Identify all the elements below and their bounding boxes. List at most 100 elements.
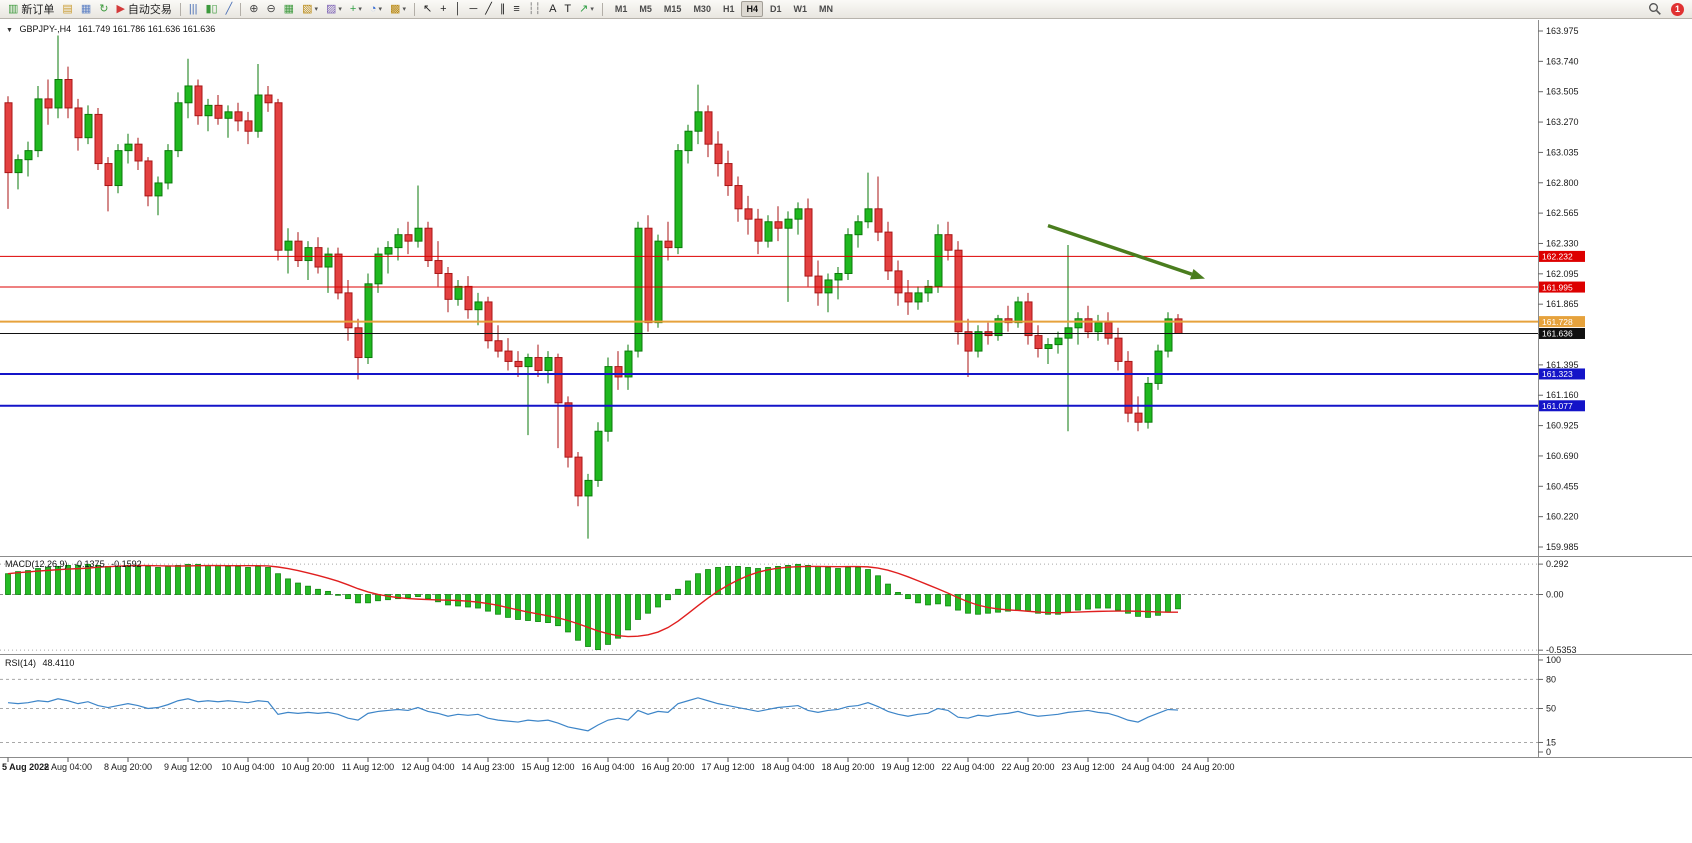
candle	[214, 104, 223, 119]
timeframe-h4-button[interactable]: H4	[741, 1, 763, 17]
periods-button[interactable]: ◔ ▾	[367, 1, 385, 17]
line-chart-button[interactable]: ╱	[223, 1, 236, 17]
text-button[interactable]: A	[546, 1, 559, 17]
candle	[614, 366, 623, 378]
equidistant-channel-button[interactable]: ∥	[497, 1, 509, 17]
trendline-button[interactable]: ╱	[482, 1, 495, 17]
timeframe-mn-button[interactable]: MN	[819, 4, 833, 14]
svg-text:10 Aug 04:00: 10 Aug 04:00	[221, 762, 274, 772]
arrow-objects-button[interactable]: ↗ ▾	[576, 1, 597, 17]
dropdown-caret-icon: ▾	[338, 6, 342, 13]
cycle-lines-icon: ┆┆	[527, 3, 542, 15]
candle	[504, 350, 513, 362]
macd-signal-value: -0.1592	[111, 559, 142, 569]
svg-text:23 Aug 12:00: 23 Aug 12:00	[1061, 762, 1114, 772]
notification-badge[interactable]: 1	[1671, 2, 1684, 16]
refresh-button[interactable]: ↻	[96, 1, 111, 17]
svg-text:160.455: 160.455	[1546, 481, 1579, 491]
vertical-line-button[interactable]: │	[452, 1, 465, 17]
text-label-icon: T	[564, 3, 572, 15]
candle	[434, 260, 443, 274]
vertical-line-icon: │	[454, 3, 462, 15]
candle	[404, 234, 413, 242]
candle	[334, 253, 343, 294]
tile-windows-button[interactable]: ▦	[281, 1, 297, 17]
indicators-icon: +	[349, 3, 357, 15]
candle	[774, 221, 783, 229]
candle	[634, 227, 643, 352]
candle	[934, 234, 943, 287]
candle	[254, 94, 263, 132]
cycle-lines-button[interactable]: ┆┆	[525, 1, 544, 17]
candle	[154, 182, 163, 197]
svg-text:8 Aug 20:00: 8 Aug 20:00	[104, 762, 152, 772]
candlestick-chart-button[interactable]: ▮▯	[202, 1, 220, 17]
candle	[234, 111, 243, 122]
new-order-button[interactable]: ▥ 新订单	[5, 1, 57, 17]
cursor-button[interactable]: ↖	[420, 1, 435, 17]
candle	[74, 107, 83, 139]
candle	[1104, 322, 1113, 339]
price-axis[interactable]: 163.975 163.740 163.505 163.270 163.035 162.8…	[1538, 26, 1579, 552]
price-lines[interactable]	[0, 255, 1538, 407]
chart-collapse-icon[interactable]: ▼	[6, 27, 13, 34]
candle	[424, 227, 433, 262]
fibonacci-button[interactable]: ≡	[510, 1, 522, 17]
candle	[124, 143, 133, 152]
timeframe-w1-button[interactable]: W1	[793, 4, 808, 14]
timeframe-m30-button[interactable]: M30	[693, 4, 711, 14]
candle	[464, 285, 473, 311]
horizontal-line-button[interactable]: ─	[466, 1, 480, 17]
candle	[194, 85, 203, 117]
candle	[944, 234, 953, 251]
candle	[914, 292, 923, 303]
svg-text:159.985: 159.985	[1546, 542, 1579, 552]
timeframe-m15-button[interactable]: M15	[663, 4, 682, 14]
new-chart-button[interactable]: ▧ ▾	[299, 1, 321, 17]
svg-text:0.292: 0.292	[1546, 559, 1569, 569]
crosshair-button[interactable]: +	[437, 1, 449, 17]
text-icon: A	[549, 3, 557, 15]
toolbar-separator	[413, 2, 415, 16]
autotrading-button[interactable]: ▶ 自动交易	[113, 1, 174, 17]
chart-ohlc-values: 161.749 161.786 161.636 161.636	[77, 24, 216, 34]
trend-arrow[interactable]	[1047, 223, 1205, 280]
search-button[interactable]	[1645, 1, 1665, 17]
candle	[534, 357, 543, 371]
profiles-button[interactable]: ▨ ▾	[323, 1, 345, 17]
candle	[474, 301, 483, 311]
candle	[754, 218, 763, 242]
candle	[1134, 412, 1143, 423]
candle	[324, 253, 333, 268]
candle	[174, 102, 183, 152]
timeframe-m5-button[interactable]: M5	[639, 4, 652, 14]
toolbar-separator	[179, 2, 181, 16]
svg-text:11 Aug 12:00: 11 Aug 12:00	[342, 762, 394, 772]
svg-text:14 Aug 23:00: 14 Aug 23:00	[461, 762, 514, 772]
indicators-button[interactable]: + ▾	[347, 1, 365, 17]
candle	[1154, 350, 1163, 384]
candle	[344, 292, 353, 329]
timeframe-m1-button[interactable]: M1	[614, 4, 628, 14]
svg-text:161.995: 161.995	[1542, 282, 1573, 292]
zoom-out-button[interactable]: ⊖	[263, 1, 278, 17]
rsi-axis[interactable]: 100 80 50 150	[1538, 655, 1561, 757]
candle	[734, 185, 743, 210]
bar-chart-button[interactable]: |||	[186, 1, 201, 17]
zoom-in-button[interactable]: ⊕	[246, 1, 261, 17]
svg-text:16 Aug 20:00: 16 Aug 20:00	[641, 762, 694, 772]
candle	[1054, 337, 1063, 346]
timeframe-d1-button[interactable]: D1	[769, 4, 782, 14]
price-tags: 162.232 161.995 161.728 161.636 161.323 161.0…	[1539, 250, 1585, 412]
svg-text:161.323: 161.323	[1542, 369, 1573, 379]
candle	[184, 85, 193, 104]
templates-button[interactable]: ▩ ▾	[387, 1, 409, 17]
timeframe-h1-button[interactable]: H1	[722, 4, 735, 14]
macd-axis[interactable]: 0.292 0.00 -0.5353	[1538, 559, 1577, 655]
chart-window-button[interactable]: ▤	[59, 1, 75, 17]
chart-header: ▼ GBPJPY-,H4 161.749 161.786 161.636 161…	[6, 24, 219, 34]
text-label-button[interactable]: T	[561, 1, 574, 17]
market-depth-button[interactable]: ▦	[78, 1, 94, 17]
